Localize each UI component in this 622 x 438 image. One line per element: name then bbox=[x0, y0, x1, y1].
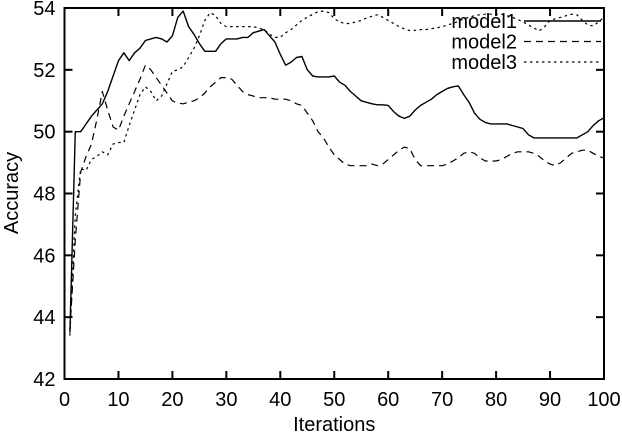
legend-label-model3: model3 bbox=[451, 52, 517, 74]
y-tick-label: 52 bbox=[33, 60, 55, 82]
x-tick-label: 70 bbox=[431, 389, 453, 411]
plot-border bbox=[63, 7, 605, 380]
legend-label-model2: model2 bbox=[451, 32, 517, 54]
x-tick-label: 50 bbox=[323, 389, 345, 411]
y-tick-label: 46 bbox=[33, 245, 55, 267]
y-tick-label: 48 bbox=[33, 184, 55, 206]
series-model1 bbox=[69, 10, 605, 333]
legend-label-model1: model1 bbox=[451, 11, 517, 33]
x-axis-label: Iterations bbox=[293, 414, 375, 436]
x-tick-label: 20 bbox=[161, 389, 183, 411]
x-tick-label: 40 bbox=[269, 389, 291, 411]
x-tick-label: 0 bbox=[59, 389, 70, 411]
x-tick-label: 90 bbox=[539, 389, 561, 411]
y-tick-label: 50 bbox=[33, 122, 55, 144]
series-model2 bbox=[69, 64, 605, 330]
x-tick-label: 80 bbox=[485, 389, 507, 411]
x-tick-label: 30 bbox=[215, 389, 237, 411]
y-tick-label: 54 bbox=[33, 0, 55, 20]
series-model3 bbox=[69, 10, 605, 336]
x-tick-label: 10 bbox=[107, 389, 129, 411]
x-tick-label: 60 bbox=[377, 389, 399, 411]
x-tick-label: 100 bbox=[587, 389, 620, 411]
y-tick-label: 42 bbox=[33, 369, 55, 391]
y-tick-label: 44 bbox=[33, 307, 55, 329]
y-axis-label: Accuracy bbox=[1, 152, 23, 234]
